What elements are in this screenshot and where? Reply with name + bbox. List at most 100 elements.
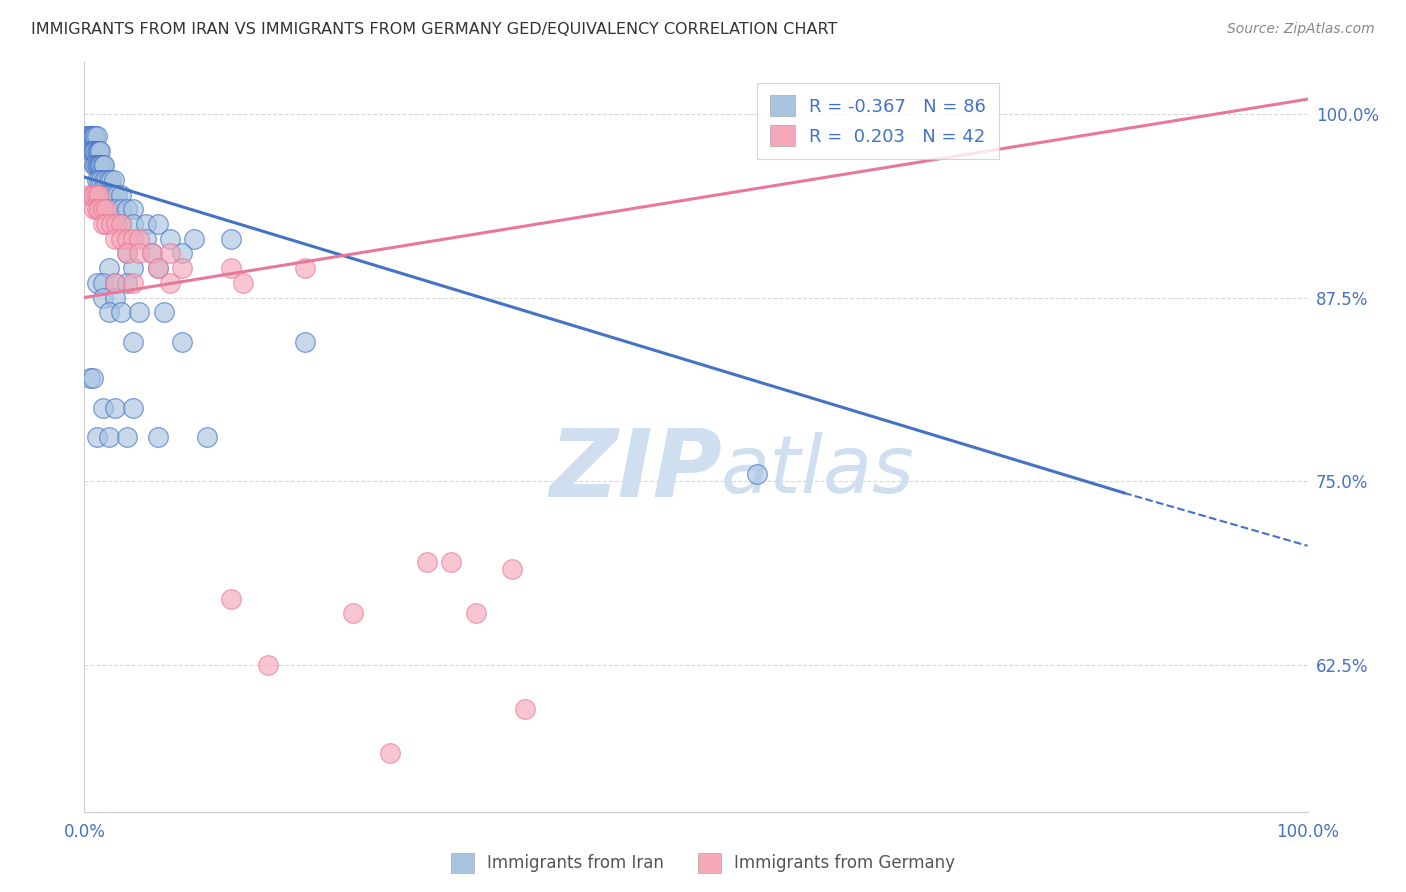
Point [122,334,145,349]
Point [91,401,114,415]
Point [128,232,150,246]
Point [77,187,100,202]
Point [172,246,194,260]
Point [294,334,316,349]
Point [86,202,108,217]
Point [87,144,110,158]
Point [86,144,108,158]
Point [93,158,115,172]
Point [86,430,108,444]
Point [104,202,127,217]
Point [83,202,105,217]
Point [128,305,150,319]
Text: atlas: atlas [720,432,914,510]
Point [96,187,118,202]
Point [86,173,108,187]
Legend: Immigrants from Iran, Immigrants from Germany: Immigrants from Iran, Immigrants from Ge… [444,847,962,880]
Point [86,128,108,143]
Point [502,562,524,576]
Point [122,261,145,276]
Point [159,246,181,260]
Text: ZIP: ZIP [550,425,723,516]
Point [87,158,110,172]
Point [83,187,105,202]
Point [83,128,105,143]
Point [219,261,242,276]
Point [146,217,169,231]
Point [91,158,114,172]
Point [84,144,107,158]
Point [380,746,402,760]
Point [86,276,108,290]
Point [79,144,101,158]
Point [104,276,127,290]
Point [464,607,486,621]
Point [104,401,127,415]
Point [115,276,138,290]
Text: IMMIGRANTS FROM IRAN VS IMMIGRANTS FROM GERMANY GED/EQUIVALENCY CORRELATION CHAR: IMMIGRANTS FROM IRAN VS IMMIGRANTS FROM … [31,22,838,37]
Point [82,128,104,143]
Point [294,261,316,276]
Point [98,187,121,202]
Point [79,128,101,143]
Point [110,187,132,202]
Point [90,173,112,187]
Point [97,261,120,276]
Point [513,702,536,716]
Point [90,158,112,172]
Point [153,305,176,319]
Point [87,158,110,172]
Point [110,305,132,319]
Point [84,128,107,143]
Point [115,246,138,260]
Point [110,232,132,246]
Point [96,217,118,231]
Point [80,144,103,158]
Point [416,555,439,569]
Point [87,173,110,187]
Point [103,173,125,187]
Point [219,591,242,606]
Point [97,430,120,444]
Point [115,232,138,246]
Point [146,261,169,276]
Point [172,334,194,349]
Point [80,128,103,143]
Point [219,232,242,246]
Point [97,173,120,187]
Point [77,128,100,143]
Point [89,144,111,158]
Point [172,261,194,276]
Point [79,371,101,385]
Point [257,657,280,672]
Point [100,173,122,187]
Point [76,128,98,143]
Point [128,246,150,260]
Point [86,187,108,202]
Point [159,232,181,246]
Point [104,291,127,305]
Point [110,202,132,217]
Point [97,305,120,319]
Point [122,276,145,290]
Point [232,276,254,290]
Point [146,430,169,444]
Point [122,232,145,246]
Point [105,187,128,202]
Legend: R = -0.367   N = 86, R =  0.203   N = 42: R = -0.367 N = 86, R = 0.203 N = 42 [756,83,998,159]
Point [122,217,145,231]
Point [122,202,145,217]
Point [80,187,103,202]
Point [83,158,105,172]
Point [91,202,114,217]
Point [135,217,157,231]
Point [195,430,218,444]
Point [93,173,115,187]
Point [141,246,163,260]
Text: Source: ZipAtlas.com: Source: ZipAtlas.com [1227,22,1375,37]
Point [84,158,107,172]
Point [103,187,125,202]
Point [86,158,108,172]
Point [110,217,132,231]
Point [87,202,110,217]
